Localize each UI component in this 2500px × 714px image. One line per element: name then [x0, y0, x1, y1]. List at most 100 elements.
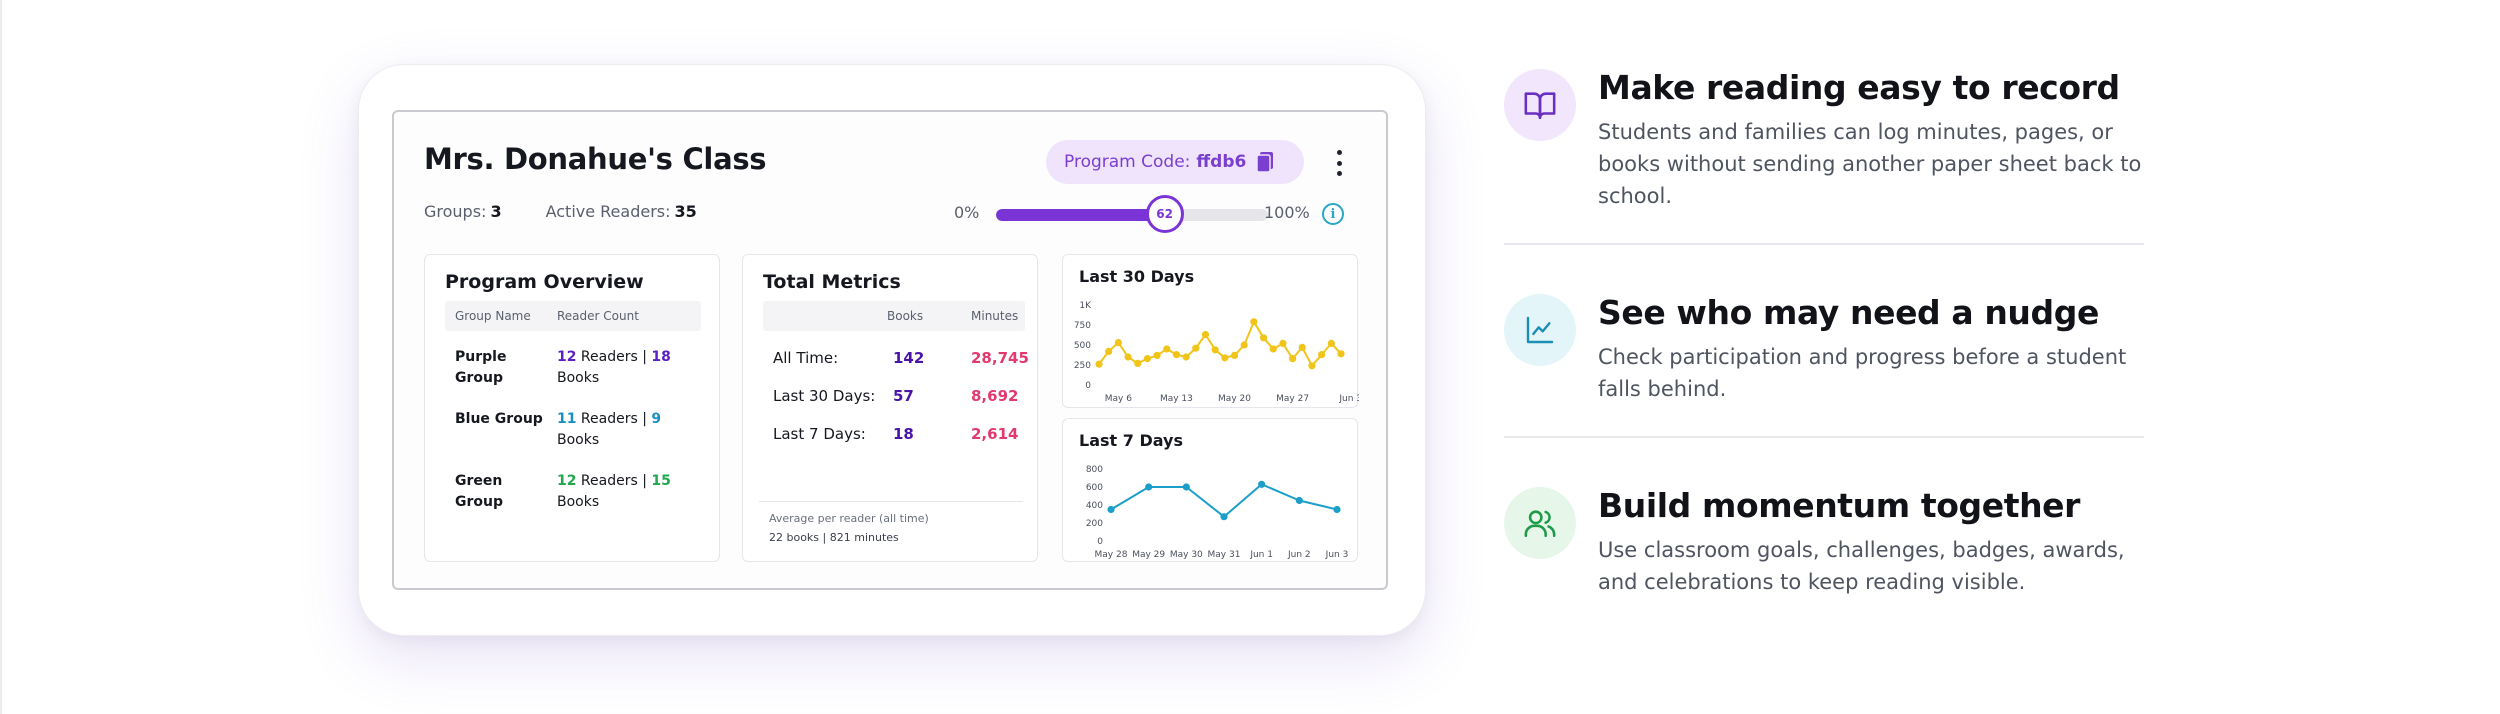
data-point — [1114, 339, 1122, 347]
y-tick-label: 1K — [1079, 301, 1092, 311]
feature-divider — [1504, 243, 2144, 245]
y-tick-label: 400 — [1086, 501, 1103, 511]
active-readers-value: 35 — [674, 202, 697, 221]
readers-word: Readers | — [576, 411, 652, 427]
class-stats: Groups: 3 Active Readers: 35 — [424, 202, 697, 221]
progress-track — [996, 209, 1268, 221]
data-point — [1298, 343, 1306, 351]
total-metrics-title: Total Metrics — [763, 271, 901, 293]
feature-description: Students and families can log minutes, p… — [1598, 120, 2142, 208]
data-point — [1201, 331, 1210, 339]
data-point — [1250, 318, 1258, 326]
y-tick-label: 750 — [1074, 321, 1091, 331]
program-progress: 0% 62 100% i — [954, 194, 1374, 234]
books-word: Books — [557, 370, 600, 386]
x-tick-label: Jun 2 — [1287, 550, 1311, 560]
metric-minutes: 8,692 — [971, 387, 1019, 405]
data-point — [1153, 351, 1161, 359]
copy-icon[interactable] — [1256, 151, 1274, 173]
col-reader-count: Reader Count — [557, 309, 639, 323]
x-tick-label: Jun 3 — [1325, 550, 1349, 560]
data-point — [1295, 496, 1303, 505]
more-options-icon[interactable] — [1334, 150, 1344, 176]
x-tick-label: Jun 1 — [1249, 550, 1273, 560]
last-30-days-chart: Last 30 Days 0 250 500 750 1K May 6 May 13 May … — [1062, 254, 1359, 408]
feature-divider — [1504, 436, 2144, 438]
program-code-value: ffdb6 — [1196, 152, 1247, 172]
data-point — [1269, 345, 1277, 353]
y-tick-label: 250 — [1074, 361, 1091, 371]
users-icon — [1504, 487, 1576, 559]
readers-word: Readers | — [576, 349, 652, 365]
last-7-days-chart: Last 7 Days 0 200 400 600 800 May 28 May 29 May… — [1062, 418, 1358, 562]
chart-title: Last 7 Days — [1079, 431, 1183, 450]
average-label: Average per reader (all time) — [769, 512, 929, 525]
class-dashboard: Mrs. Donahue's Class Program Code: ffdb6… — [392, 110, 1388, 590]
data-point — [1289, 355, 1297, 363]
last-7-days-plot: 0 200 400 600 800 May 28 May 29 May 30 May 31 Jun… — [1086, 465, 1349, 560]
group-name: Purple Group — [455, 349, 507, 386]
data-point — [1095, 360, 1103, 368]
data-point — [1333, 505, 1341, 514]
metric-label: All Time: — [773, 349, 839, 367]
y-tick-label: 0 — [1097, 537, 1103, 547]
feature-title: Make reading easy to record — [1598, 68, 2120, 107]
table-row: Last 30 Days: 57 8,692 — [763, 387, 1025, 409]
reader-count: 12 Readers | 15 Books — [557, 471, 697, 513]
x-tick-label: May 27 — [1276, 394, 1309, 404]
data-point — [1192, 344, 1200, 352]
x-tick-label: May 28 — [1095, 550, 1128, 560]
books-value: 9 — [651, 411, 662, 427]
data-point — [1145, 483, 1153, 491]
books-value: 18 — [651, 349, 671, 365]
metrics-footer: Average per reader (all time) 22 books |… — [759, 501, 1023, 544]
data-point — [1337, 350, 1345, 358]
x-tick-label: May 31 — [1208, 550, 1241, 560]
group-name: Blue Group — [455, 411, 543, 427]
series-line — [1098, 320, 1342, 367]
readers-value: 12 — [557, 473, 577, 489]
info-icon[interactable]: i — [1322, 203, 1344, 225]
col-minutes: Minutes — [971, 309, 1019, 323]
data-point — [1182, 483, 1190, 491]
progress-knob: 62 — [1145, 195, 1184, 233]
feature-title: See who may need a nudge — [1598, 293, 2099, 332]
group-name: Green Group — [455, 473, 504, 510]
data-point — [1258, 480, 1266, 488]
average-value: 22 books | 821 minutes — [769, 531, 899, 544]
metric-books: 142 — [893, 349, 925, 367]
metric-books: 18 — [893, 425, 914, 443]
data-point — [1220, 513, 1228, 521]
data-point — [1163, 345, 1171, 353]
data-point — [1308, 362, 1316, 370]
metrics-table-header: Books Minutes — [763, 301, 1025, 331]
readers-value: 12 — [557, 349, 577, 365]
book-icon — [1504, 69, 1576, 141]
data-point — [1124, 353, 1132, 361]
x-tick-label: May 29 — [1132, 550, 1165, 560]
data-point — [1105, 347, 1113, 355]
data-point — [1143, 355, 1151, 363]
y-tick-label: 800 — [1086, 465, 1103, 475]
books-word: Books — [557, 494, 600, 510]
metric-books: 57 — [893, 387, 914, 405]
readers-value: 11 — [557, 411, 577, 427]
program-code-pill[interactable]: Program Code: ffdb6 — [1046, 140, 1304, 184]
active-readers-stat: Active Readers: 35 — [546, 202, 697, 221]
feature-description: Use classroom goals, challenges, badges,… — [1598, 538, 2125, 594]
data-point — [1327, 339, 1335, 347]
last-30-days-plot: 0 250 500 750 1K May 6 May 13 May 20 May 27 Jun 3 — [1074, 301, 1359, 404]
data-point — [1221, 354, 1229, 362]
col-books: Books — [887, 309, 924, 323]
data-point — [1279, 339, 1287, 347]
groups-stat: Groups: 3 — [424, 202, 502, 221]
data-point — [1172, 351, 1181, 359]
table-row: All Time: 142 28,745 — [763, 349, 1029, 371]
class-title: Mrs. Donahue's Class — [424, 142, 767, 176]
x-tick-label: May 30 — [1170, 550, 1203, 560]
col-group-name: Group Name — [455, 309, 531, 323]
reader-count: 11 Readers | 9 Books — [557, 409, 697, 451]
metric-minutes: 28,745 — [971, 349, 1029, 367]
y-tick-label: 200 — [1086, 519, 1103, 529]
metric-minutes: 2,614 — [971, 425, 1019, 443]
